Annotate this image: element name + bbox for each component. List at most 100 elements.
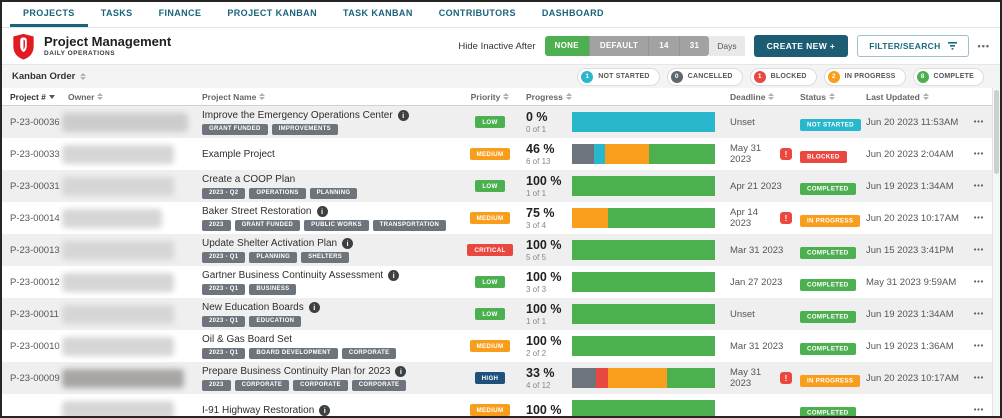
progress-bar	[572, 336, 715, 356]
col-header-project[interactable]: Project #	[2, 92, 60, 102]
project-name-link[interactable]: Improve the Emergency Operations Center	[202, 109, 393, 121]
col-header-status[interactable]: Status	[792, 92, 858, 102]
project-name-link[interactable]: I-91 Highway Restoration	[202, 404, 315, 416]
col-header-project-name[interactable]: Project Name	[194, 92, 462, 102]
col-header-priority[interactable]: Priority	[462, 92, 518, 102]
row-ellipsis-icon[interactable]: •••	[973, 374, 985, 382]
table-row[interactable]: I-91 Highway Restoration i MEDIUM 100 % …	[2, 394, 992, 416]
progress-percent: 100 %	[526, 174, 562, 188]
sub-header: Kanban Order 1 NOT STARTED 0 CANCELLED 1 BLOC…	[2, 64, 1000, 88]
tab-projects[interactable]: PROJECTS	[10, 2, 88, 27]
progress-bar-cell	[572, 112, 722, 132]
header-controls: Hide Inactive After NONE DEFAULT 14 31 Days…	[458, 35, 990, 57]
kanban-order-sort[interactable]: Kanban Order	[12, 71, 87, 82]
row-ellipsis-icon[interactable]: •••	[973, 342, 985, 350]
table-row[interactable]: P-23-00033 Example Project i MEDIUM 46 %…	[2, 138, 992, 170]
table-row[interactable]: P-23-00009 Prepare Business Continuity P…	[2, 362, 992, 394]
progress-percent: 100 %	[526, 302, 562, 316]
tab-contributors[interactable]: CONTRIBUTORS	[438, 8, 516, 18]
progress-detail: 2 of 2	[526, 349, 547, 358]
project-name-link[interactable]: Prepare Business Continuity Plan for 202…	[202, 365, 391, 377]
row-ellipsis-icon[interactable]: •••	[973, 214, 985, 222]
info-icon[interactable]: i	[308, 301, 320, 313]
tag-badge: 2023	[202, 219, 231, 231]
table-row[interactable]: P-23-00010 Oil & Gas Board Set i 2023 - …	[2, 330, 992, 362]
row-ellipsis-icon[interactable]: •••	[973, 310, 985, 318]
col-header-owner[interactable]: Owner	[60, 92, 194, 102]
priority-badge: CRITICAL	[467, 244, 513, 256]
status-chip-cancelled[interactable]: 0 CANCELLED	[666, 67, 743, 86]
info-icon[interactable]: i	[397, 109, 409, 121]
col-header-last-updated[interactable]: Last Updated	[858, 92, 966, 102]
tag-badge: PLANNING	[249, 251, 298, 263]
filter-search-label: FILTER/SEARCH	[869, 41, 941, 51]
project-name-link[interactable]: Create a COOP Plan	[202, 173, 296, 185]
vertical-scrollbar[interactable]	[992, 88, 1000, 416]
table-row[interactable]: P-23-00012 Gartner Business Continuity A…	[2, 266, 992, 298]
header-ellipsis-icon[interactable]: •••	[977, 41, 990, 51]
status-chip-not-started[interactable]: 1 NOT STARTED	[577, 67, 660, 86]
tab-tasks[interactable]: TASKS	[100, 8, 133, 18]
row-ellipsis-icon[interactable]: •••	[973, 182, 985, 190]
owner-cell	[60, 400, 194, 416]
info-icon[interactable]: i	[319, 404, 331, 416]
table-row[interactable]: P-23-00011 New Education Boards i 2023 -…	[2, 298, 992, 330]
col-header-progress[interactable]: Progress	[518, 92, 572, 102]
info-icon[interactable]: i	[316, 205, 328, 217]
project-name-link[interactable]: Oil & Gas Board Set	[202, 333, 293, 345]
projects-table: Project # Owner Project Name Priority Progre…	[2, 88, 992, 416]
table-row[interactable]: P-23-00031 Create a COOP Plan i 2023 - Q…	[2, 170, 992, 202]
tab-task-kanban[interactable]: TASK KANBAN	[342, 8, 413, 18]
project-id: P-23-00009	[10, 372, 60, 384]
progress-bar-segment	[605, 144, 650, 164]
progress-cell: 100 % 2 of 2	[518, 334, 572, 358]
progress-bar-segment	[572, 368, 596, 388]
progress-bar-cell	[572, 176, 722, 196]
project-name-link[interactable]: New Education Boards	[202, 301, 304, 313]
status-chip-complete[interactable]: 8 COMPLETE	[912, 67, 984, 86]
tab-dashboard[interactable]: DASHBOARD	[541, 8, 604, 18]
filter-search-button[interactable]: FILTER/SEARCH	[857, 35, 969, 57]
tab-project-kanban[interactable]: PROJECT KANBAN	[227, 8, 317, 18]
status-cell: BLOCKED	[792, 145, 858, 163]
row-ellipsis-icon[interactable]: •••	[973, 278, 985, 286]
info-icon[interactable]: i	[342, 237, 354, 249]
hide-option-31[interactable]: 31	[679, 36, 710, 56]
col-header-deadline[interactable]: Deadline	[722, 92, 792, 102]
project-name-link[interactable]: Baker Street Restoration	[202, 205, 312, 217]
status-chip-in-progress[interactable]: 2 IN PROGRESS	[823, 67, 906, 86]
row-ellipsis-icon[interactable]: •••	[973, 150, 985, 158]
progress-bar-cell	[572, 240, 722, 260]
status-chip-blocked[interactable]: 1 BLOCKED	[749, 67, 817, 86]
hide-option-default[interactable]: DEFAULT	[589, 36, 650, 56]
last-updated-text: Jun 19 2023 1:34AM	[866, 180, 954, 192]
scrollbar-thumb[interactable]	[994, 90, 999, 174]
priority-cell: HIGH	[462, 372, 518, 384]
hide-option-none[interactable]: NONE	[544, 36, 590, 56]
funnel-icon	[947, 42, 957, 50]
tab-finance[interactable]: FINANCE	[158, 8, 202, 18]
info-icon[interactable]: i	[395, 365, 407, 377]
create-new-button[interactable]: CREATE NEW +	[753, 35, 849, 57]
project-name-line: Create a COOP Plan i	[202, 174, 462, 185]
status-cell: COMPLETED	[792, 241, 858, 259]
project-name-link[interactable]: Update Shelter Activation Plan	[202, 237, 338, 249]
progress-bar	[572, 144, 715, 164]
row-ellipsis-icon[interactable]: •••	[973, 118, 985, 126]
table-row[interactable]: P-23-00014 Baker Street Restoration i 20…	[2, 202, 992, 234]
project-name-link[interactable]: Gartner Business Continuity Assessment	[202, 269, 384, 281]
progress-cell: 33 % 4 of 12	[518, 366, 572, 390]
info-icon[interactable]: i	[388, 269, 400, 281]
progress-bar	[572, 112, 715, 132]
row-ellipsis-icon[interactable]: •••	[973, 246, 985, 254]
project-name-line: Update Shelter Activation Plan i	[202, 237, 462, 249]
progress-percent: 0 %	[526, 110, 548, 124]
status-cell: NOT STARTED	[792, 113, 861, 131]
table-row[interactable]: P-23-00036 Improve the Emergency Operati…	[2, 106, 992, 138]
status-chip-label: COMPLETE	[933, 73, 974, 80]
hide-option-14[interactable]: 14	[649, 36, 680, 56]
row-ellipsis-icon[interactable]: •••	[973, 406, 985, 414]
status-badge: COMPLETED	[800, 310, 856, 323]
table-row[interactable]: P-23-00013 Update Shelter Activation Pla…	[2, 234, 992, 266]
project-name-link[interactable]: Example Project	[202, 148, 275, 160]
